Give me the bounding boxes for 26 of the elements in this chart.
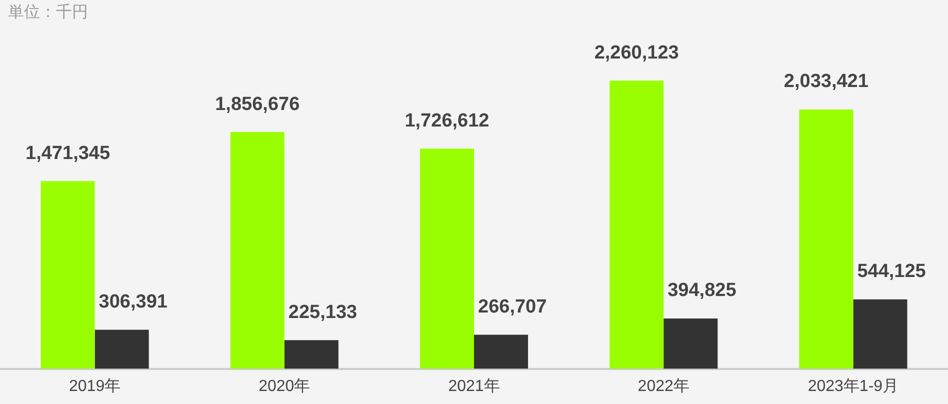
bar [230, 132, 284, 369]
bar [610, 80, 664, 369]
data-label: 394,825 [668, 280, 737, 302]
bar [799, 110, 854, 369]
data-label: 266,707 [478, 296, 547, 318]
bar [40, 181, 95, 369]
bar [474, 334, 528, 369]
bar [284, 340, 338, 369]
data-label: 544,125 [857, 261, 926, 282]
data-label: 306,391 [98, 291, 168, 312]
text: 単位：千円 [8, 2, 88, 22]
data-label: 225,133 [288, 302, 358, 323]
x-tick-label: 2020年 [258, 378, 310, 395]
x-tick-label: 2022年 [638, 378, 690, 395]
x-tick-label: 2023年1-9月 [808, 378, 899, 395]
bar [853, 299, 908, 369]
x-tick-label: 2019年 [69, 378, 121, 395]
data-label: 1,726,612 [404, 110, 490, 132]
bar [94, 330, 149, 369]
data-label: 1,856,676 [215, 94, 300, 115]
data-label: 2,033,421 [784, 71, 869, 92]
data-label: 2,260,123 [594, 42, 679, 64]
bar [664, 318, 718, 369]
x-tick-label: 2021年 [448, 378, 500, 395]
data-label: 1,471,345 [26, 142, 110, 164]
bar [420, 148, 474, 369]
